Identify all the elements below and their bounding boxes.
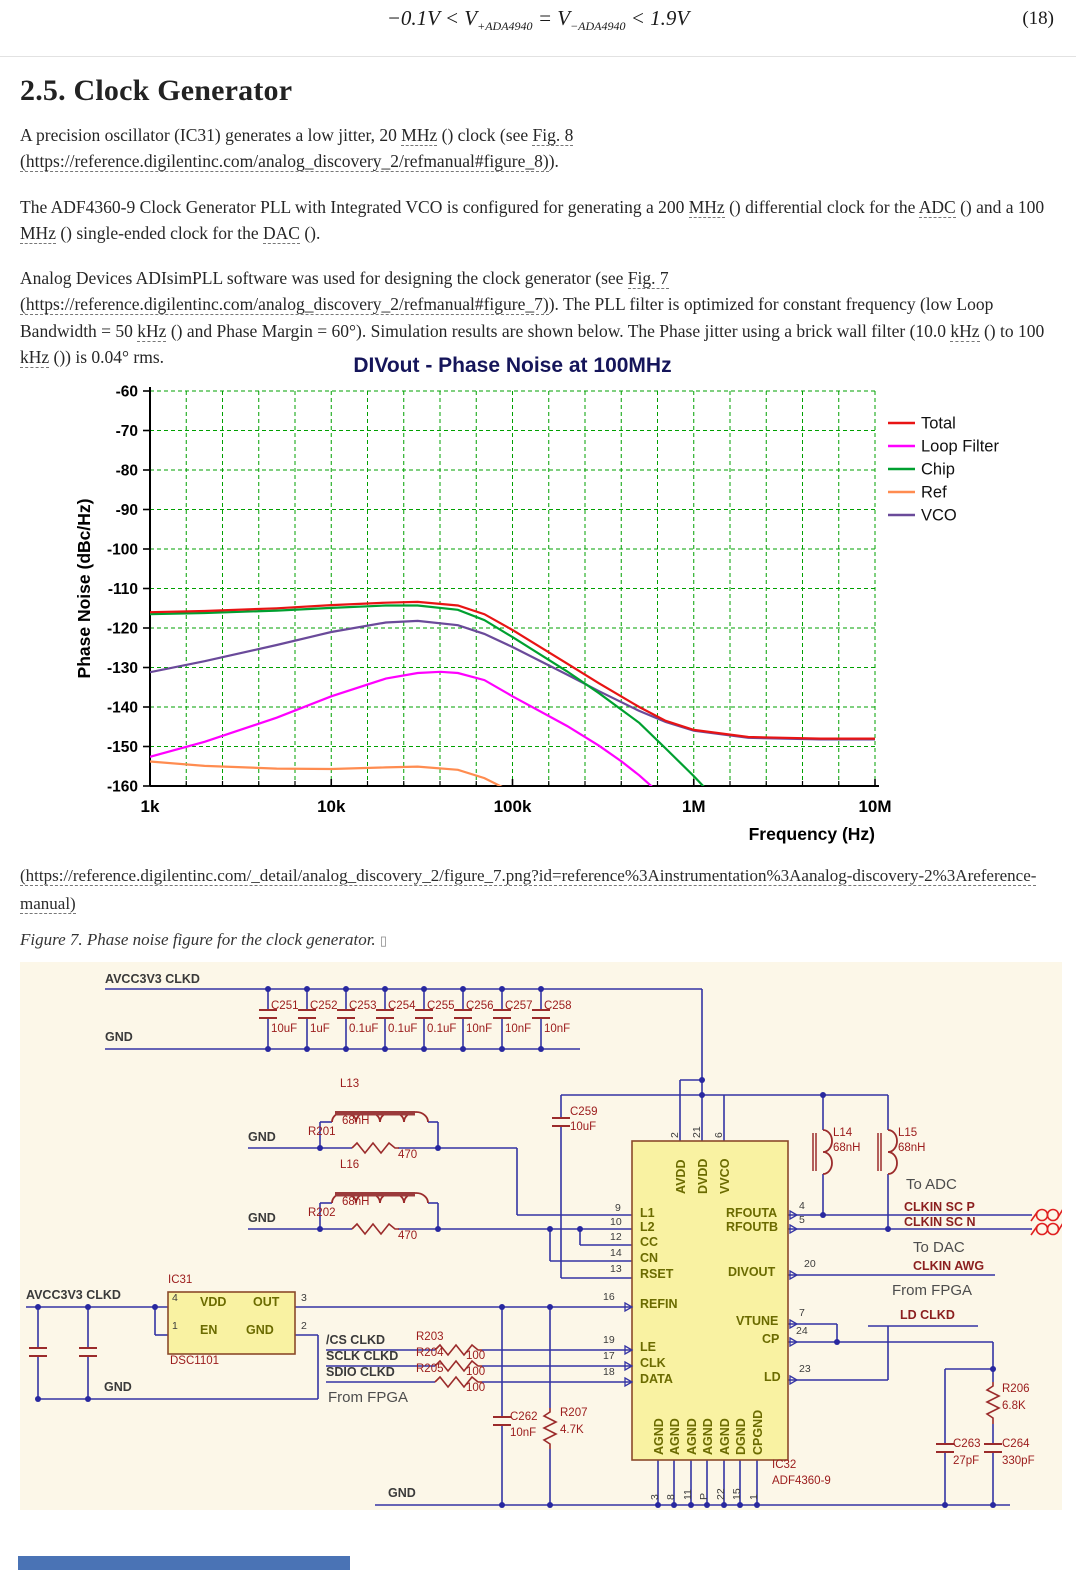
svg-text:1k: 1k xyxy=(141,797,160,816)
svg-text:Frequency (Hz): Frequency (Hz) xyxy=(749,824,875,844)
svg-text:-70: -70 xyxy=(116,423,138,440)
glossary-term-link[interactable]: ADC xyxy=(918,196,956,218)
paragraph-text: ()) is 0.04° rms. xyxy=(49,346,165,367)
glossary-term-link[interactable]: kHz xyxy=(137,320,167,342)
paragraph-text: (). xyxy=(299,222,321,243)
paragraph-text: () and a 100 xyxy=(955,196,1045,217)
paragraph: The ADF4360-9 Clock Generator PLL with I… xyxy=(20,194,1060,247)
glossary-term-link[interactable]: MHz xyxy=(20,222,56,244)
glossary-term-link[interactable]: DAC xyxy=(262,222,300,244)
glossary-term-link[interactable]: MHz xyxy=(401,125,438,146)
section-divider xyxy=(0,56,1076,57)
equation-text: = V xyxy=(532,6,571,30)
equation-row: −0.1V < V+ADA4940 = V−ADA4940 < 1.9V (18… xyxy=(0,6,1076,40)
svg-text:Phase Noise (dBc/Hz): Phase Noise (dBc/Hz) xyxy=(74,499,94,679)
svg-text:10M: 10M xyxy=(858,797,891,816)
equation-text: −0.1V < V xyxy=(386,6,478,30)
svg-text:Ref: Ref xyxy=(921,484,947,502)
missing-glyph-box: ▯ xyxy=(379,933,388,948)
inline-link[interactable]: Fig. 8 (https://reference.digilentinc.co… xyxy=(20,125,574,173)
body-paragraphs: A precision oscillator (IC31) generates … xyxy=(20,122,1060,389)
svg-text:-120: -120 xyxy=(107,621,138,638)
paragraph-text: Analog Devices ADIsimPLL software was us… xyxy=(20,268,628,288)
paragraph-text: The ADF4360-9 Clock Generator PLL with I… xyxy=(20,196,689,217)
paragraph-text: ). xyxy=(548,151,559,172)
svg-text:Total: Total xyxy=(921,415,956,433)
figure-caption-text: Figure 7. Phase noise figure for the clo… xyxy=(20,930,380,949)
svg-text:-140: -140 xyxy=(107,700,138,717)
paragraph: A precision oscillator (IC31) generates … xyxy=(20,122,1060,175)
equation: −0.1V < V+ADA4940 = V−ADA4940 < 1.9V xyxy=(0,6,1076,34)
paragraph-text: () differential clock for the xyxy=(724,196,919,217)
svg-text:Loop Filter: Loop Filter xyxy=(921,438,999,456)
figure-link-text[interactable]: (https://reference.digilentinc.com/_deta… xyxy=(20,866,1037,915)
svg-text:-90: -90 xyxy=(116,502,138,519)
paragraph-text: ). The PLL filter is optimized for const… xyxy=(20,294,994,341)
clock-generator-schematic xyxy=(20,962,1062,1510)
glossary-term-link[interactable]: MHz xyxy=(688,196,725,218)
svg-text:DIVout - Phase Noise at 100MH: DIVout - Phase Noise at 100MHz xyxy=(353,354,671,377)
svg-text:-130: -130 xyxy=(107,660,138,677)
next-figure-strip xyxy=(18,1556,350,1570)
glossary-term-link[interactable]: kHz xyxy=(20,346,50,368)
paragraph: Analog Devices ADIsimPLL software was us… xyxy=(20,265,1060,370)
paragraph-text: () to 100 xyxy=(979,320,1045,341)
svg-text:1M: 1M xyxy=(682,797,706,816)
paragraph-text: () and Phase Margin = 60°). Simulation r… xyxy=(166,320,951,341)
figure-link: (https://reference.digilentinc.com/_deta… xyxy=(20,862,1062,918)
svg-text:Chip: Chip xyxy=(921,461,955,479)
svg-text:-100: -100 xyxy=(107,542,138,559)
figure-chart-image[interactable]: DIVout - Phase Noise at 100MHz -60 -70 -80 -… xyxy=(70,348,1070,848)
paragraph-text: () single-ended clock for the xyxy=(55,222,263,243)
phase-noise-chart: DIVout - Phase Noise at 100MHz -60 -70 -80 -… xyxy=(74,354,999,844)
svg-text:10k: 10k xyxy=(317,797,346,816)
paragraph-text: A precision oscillator (IC31) generates … xyxy=(20,125,402,145)
equation-subscript: +ADA4940 xyxy=(477,19,533,34)
svg-text:-160: -160 xyxy=(107,779,138,796)
equation-text: < 1.9V xyxy=(625,6,690,30)
svg-text:VCO: VCO xyxy=(921,507,957,525)
svg-text:100k: 100k xyxy=(494,797,532,816)
inline-link[interactable]: Fig. 7 (https://reference.digilentinc.co… xyxy=(20,268,669,316)
figure-caption: Figure 7. Phase noise figure for the clo… xyxy=(20,930,387,950)
section-heading: 2.5. Clock Generator xyxy=(20,74,293,107)
svg-text:-110: -110 xyxy=(108,581,138,598)
svg-text:-60: -60 xyxy=(116,384,138,401)
equation-number: (18) xyxy=(1022,8,1054,29)
svg-text:-80: -80 xyxy=(116,463,138,480)
paragraph-text: () clock (see xyxy=(437,125,533,145)
schematic-image: AVCC3V3 CLKD GND GND GND AVCC3V3 CLKD GND/CS … xyxy=(20,962,1062,1514)
equation-subscript: −ADA4940 xyxy=(570,19,626,34)
svg-text:-150: -150 xyxy=(107,739,138,756)
glossary-term-link[interactable]: kHz xyxy=(950,320,980,342)
